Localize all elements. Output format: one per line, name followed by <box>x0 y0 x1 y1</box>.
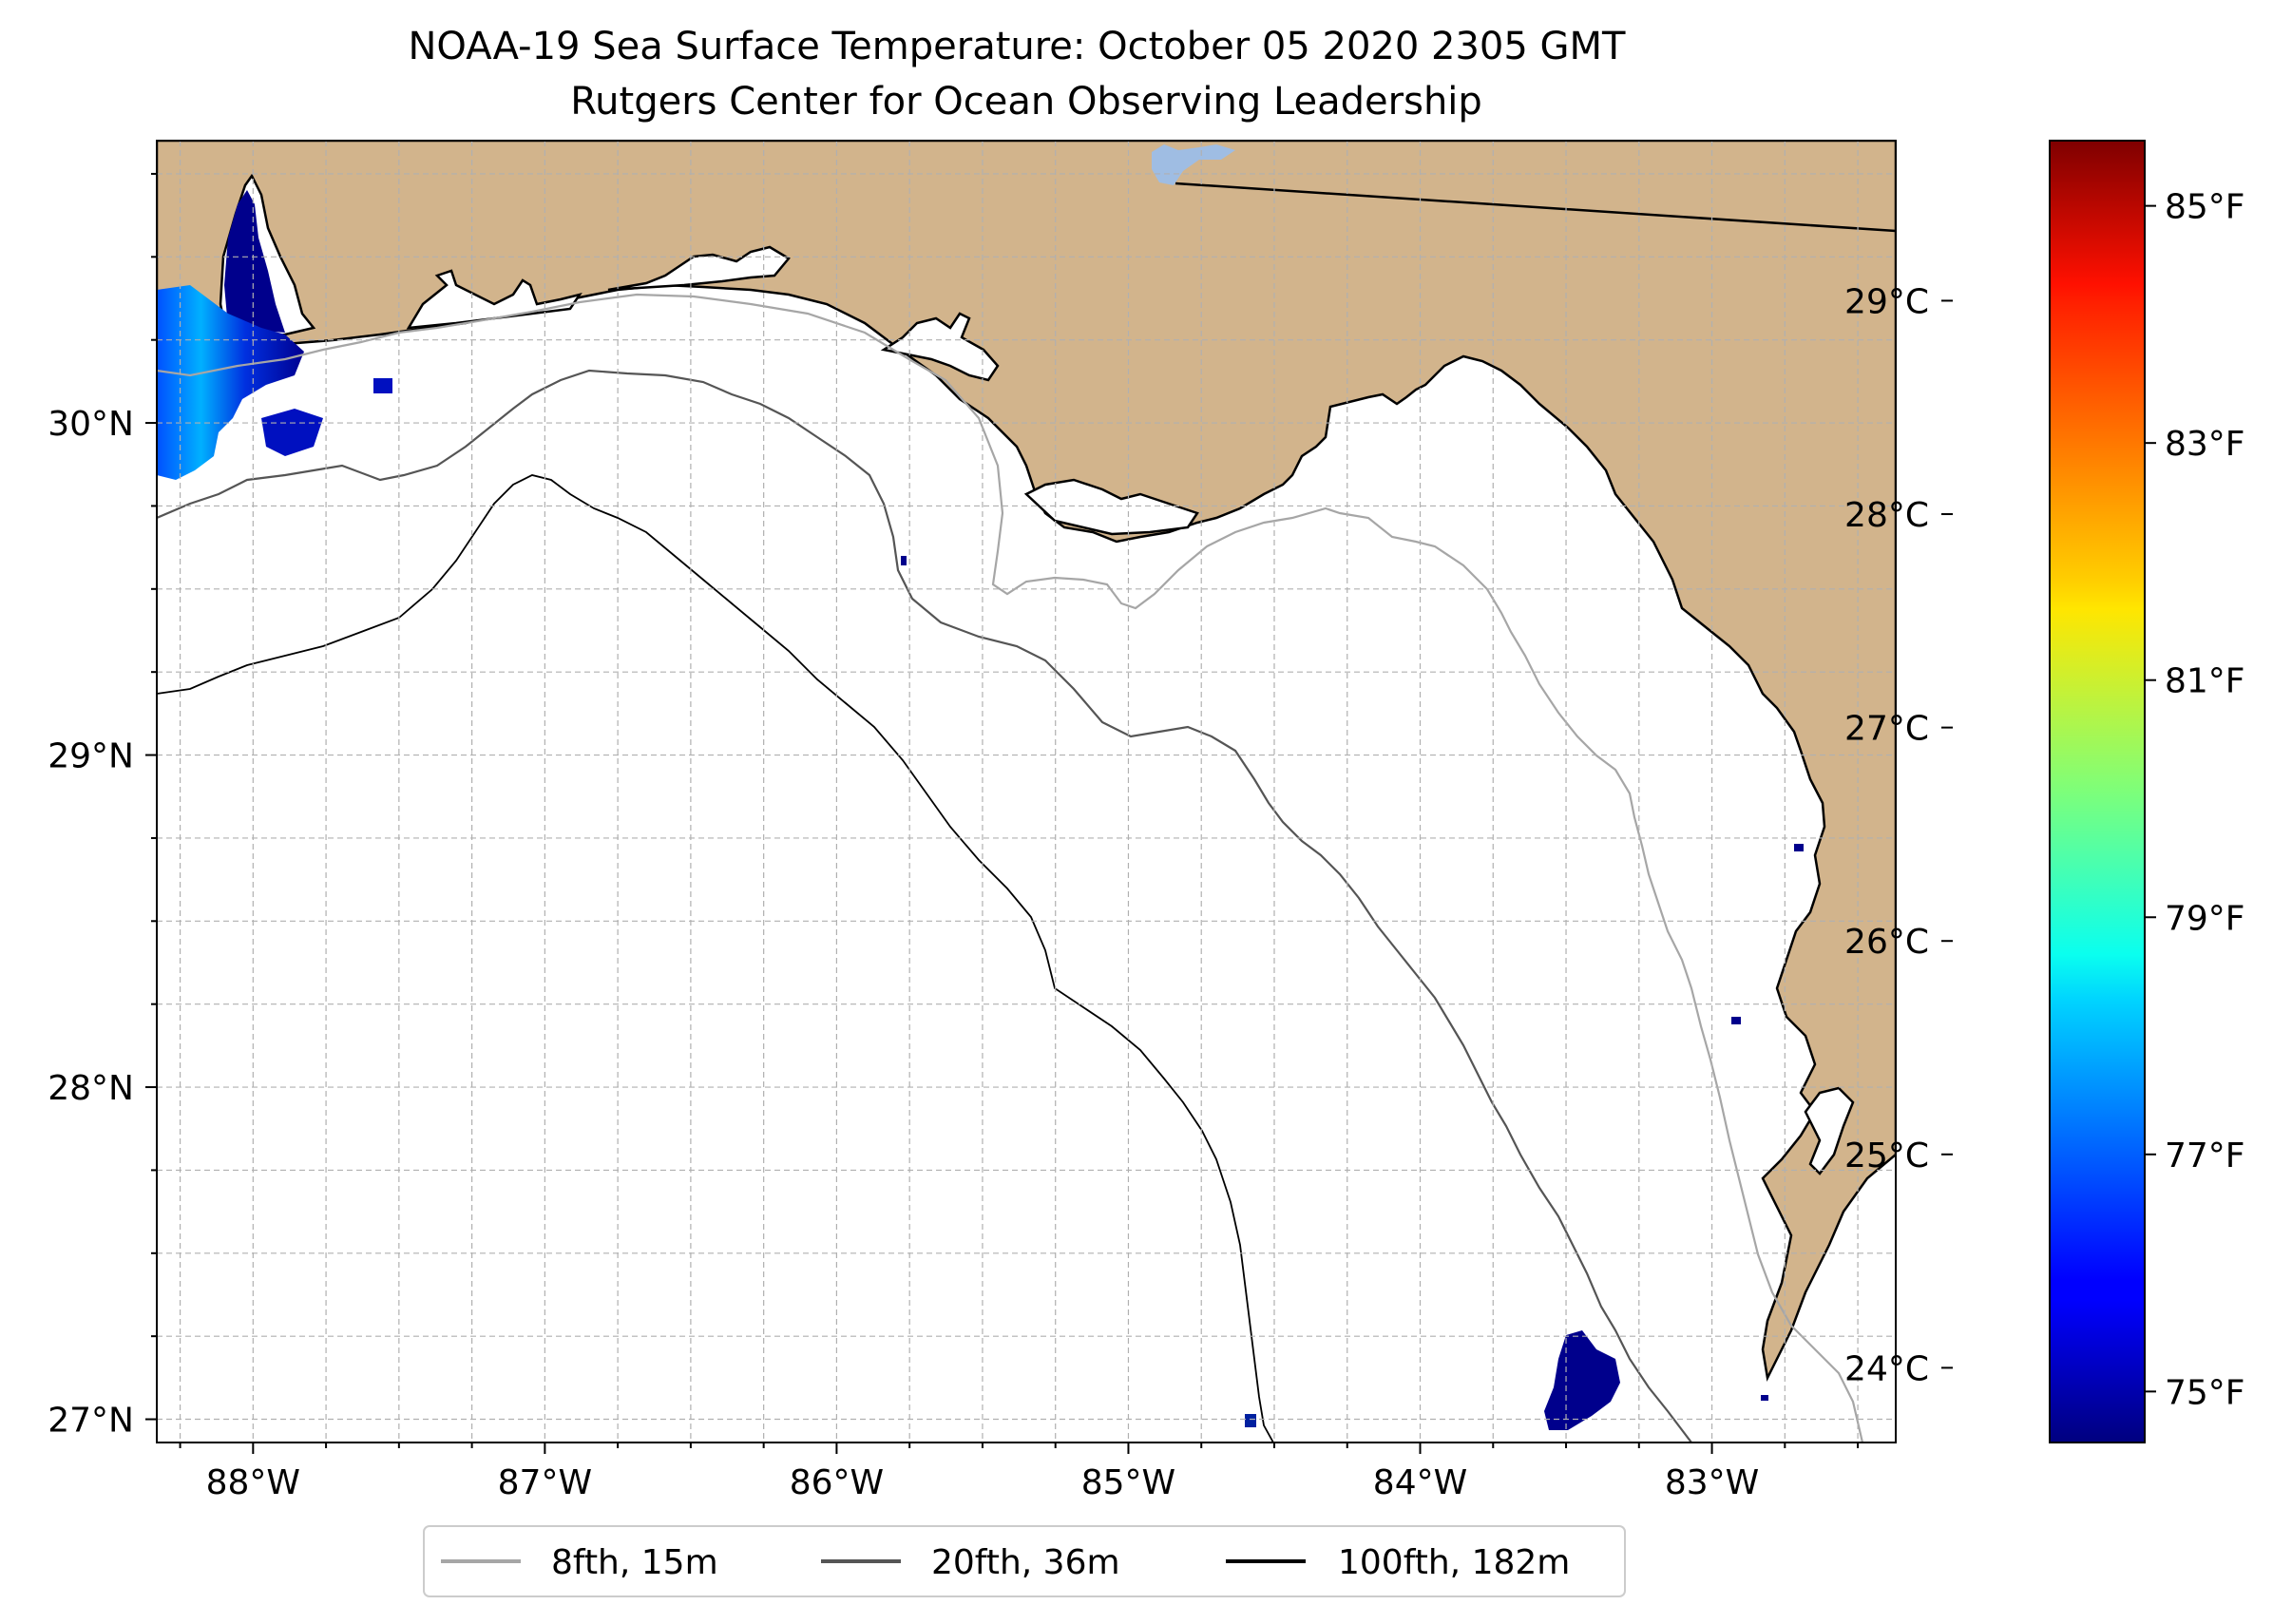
figure-title: NOAA-19 Sea Surface Temperature: October… <box>409 25 1627 68</box>
lat-tick-label: 27°N <box>48 1402 134 1441</box>
lake-seminole <box>1152 144 1235 185</box>
celsius-tick-label: 29°C <box>1844 282 1929 321</box>
celsius-tick-label: 25°C <box>1844 1137 1929 1175</box>
lon-tick-label: 84°W <box>1373 1463 1467 1502</box>
sst-speck-2 <box>1731 1017 1741 1024</box>
celsius-tick-label: 24°C <box>1844 1349 1929 1388</box>
sst-patch-west-dark <box>261 409 323 456</box>
colorbar-celsius-ticks: 24°C 25°C 26°C 27°C 28°C 29°C <box>1844 282 1953 1388</box>
colorbar: 24°C 25°C 26°C 27°C 28°C 29°C 75°F 77°F 79°F 81°… <box>1844 140 2245 1443</box>
contour-8fth <box>157 293 1864 1442</box>
sst-data <box>157 190 1804 1430</box>
legend: 8fth, 15m 20fth, 36m 100fth, 182m <box>423 1525 1626 1597</box>
longitude-axis: 88°W 87°W 86°W 85°W 84°W 83°W <box>179 1442 1860 1502</box>
legend-box <box>423 1525 1626 1597</box>
sst-speck-4 <box>901 556 907 565</box>
fahrenheit-tick-label: 85°F <box>2165 188 2245 227</box>
legend-item-100fth: 100fth, 182m <box>1226 1543 1570 1582</box>
sst-speck-6 <box>373 378 392 393</box>
sst-patch-south <box>1544 1330 1620 1430</box>
lon-tick-label: 83°W <box>1665 1463 1759 1502</box>
fahrenheit-tick-label: 77°F <box>2165 1137 2245 1175</box>
celsius-tick-label: 26°C <box>1844 923 1929 962</box>
lon-tick-label: 87°W <box>498 1463 592 1502</box>
latitude-axis: 27°N 28°N 29°N 30°N <box>48 172 157 1441</box>
lat-tick-label: 30°N <box>48 405 134 444</box>
colorbar-frame <box>2049 140 2146 1443</box>
lon-tick-label: 86°W <box>790 1463 884 1502</box>
state-border <box>1175 182 1896 233</box>
legend-label-100fth: 100fth, 182m <box>1338 1543 1570 1582</box>
lat-tick-label: 28°N <box>48 1069 134 1108</box>
fahrenheit-tick-label: 81°F <box>2165 662 2245 701</box>
lat-tick-label: 29°N <box>48 737 134 776</box>
pensacola-bay <box>406 269 583 330</box>
map-panel: 88°W 87°W 86°W 85°W 84°W 83°W 27°N 28°N 29°N 30°… <box>48 140 1897 1502</box>
colorbar-fahrenheit-ticks: 75°F 77°F 79°F 81°F 83°F 85°F <box>2145 188 2245 1412</box>
sst-speck-1 <box>1245 1414 1256 1427</box>
lon-tick-label: 88°W <box>206 1463 300 1502</box>
lon-tick-label: 85°W <box>1081 1463 1175 1502</box>
legend-item-8fth: 8fth, 15m <box>441 1543 718 1582</box>
legend-label-8fth: 8fth, 15m <box>551 1543 718 1582</box>
legend-item-20fth: 20fth, 36m <box>821 1543 1120 1582</box>
celsius-tick-label: 27°C <box>1844 710 1929 749</box>
sst-patch-mobile <box>224 190 285 333</box>
sst-speck-5 <box>1761 1395 1768 1401</box>
sst-speck-3 <box>1794 844 1804 851</box>
colorbar-gradient <box>2050 141 2145 1442</box>
contour-100fth <box>157 474 1274 1442</box>
land-mass <box>157 141 1896 1382</box>
fahrenheit-tick-label: 83°F <box>2165 425 2245 464</box>
figure-subtitle: Rutgers Center for Ocean Observing Leade… <box>570 80 1482 124</box>
choctawhatchee-bay <box>607 245 791 292</box>
fahrenheit-tick-label: 75°F <box>2165 1373 2245 1412</box>
sst-patch-west <box>157 285 304 480</box>
apalachicola-bay <box>1023 478 1199 536</box>
tampa-bay <box>1804 1086 1855 1175</box>
st-andrew-bay <box>880 312 1000 382</box>
celsius-tick-label: 28°C <box>1844 496 1929 535</box>
map-frame <box>156 140 1897 1443</box>
legend-label-20fth: 20fth, 36m <box>931 1543 1120 1582</box>
gridlines <box>157 141 1896 1442</box>
contour-20fth <box>157 369 1692 1442</box>
fahrenheit-tick-label: 79°F <box>2165 899 2245 938</box>
